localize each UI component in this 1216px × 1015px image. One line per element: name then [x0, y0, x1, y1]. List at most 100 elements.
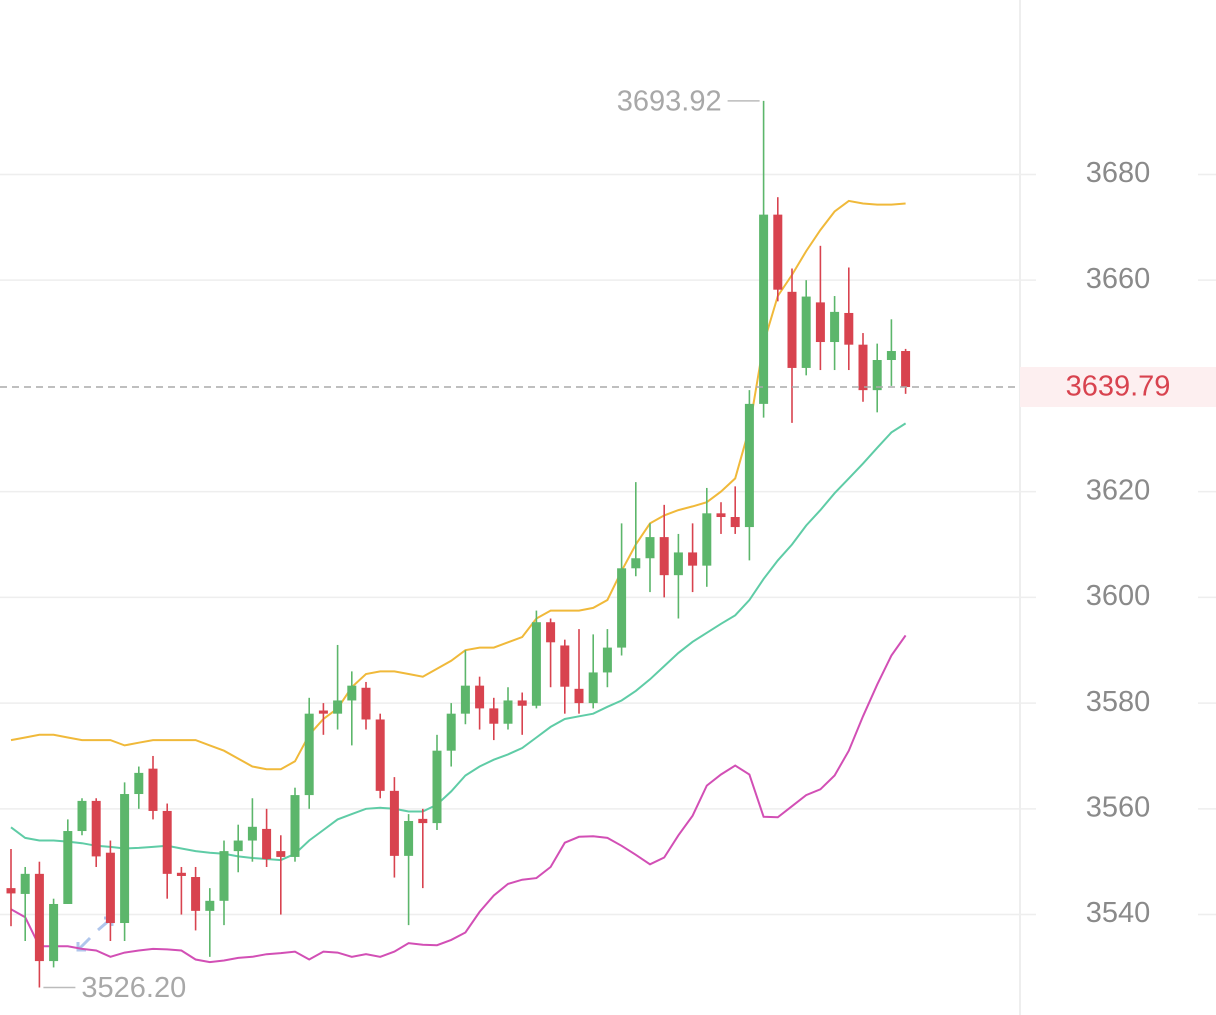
candle	[801, 280, 811, 376]
candle-body	[773, 214, 783, 290]
candle	[744, 390, 754, 561]
candle	[773, 197, 783, 302]
candle	[730, 486, 740, 534]
candle	[290, 787, 300, 862]
candle	[475, 676, 485, 730]
candle-body	[872, 360, 882, 391]
candle-body	[34, 873, 44, 962]
candle-body	[617, 568, 627, 648]
candle	[6, 849, 16, 927]
candle	[233, 824, 243, 873]
candle-body	[404, 820, 414, 856]
candle-body	[460, 685, 470, 714]
candle	[588, 634, 598, 709]
candle-body	[574, 688, 584, 704]
candle	[262, 808, 272, 867]
candle-body	[6, 888, 16, 894]
y-tick-label: 3600	[1086, 580, 1151, 612]
candle-body	[645, 537, 655, 559]
candle	[20, 866, 30, 941]
candle	[404, 814, 414, 926]
candle-body	[333, 700, 343, 714]
candle	[247, 798, 257, 862]
candle-body	[262, 828, 272, 860]
candle-body	[673, 552, 683, 576]
candle-body	[787, 291, 797, 368]
candle-body	[546, 622, 556, 643]
candle-body	[347, 685, 357, 701]
candle	[418, 808, 428, 889]
candle-body	[361, 687, 371, 720]
candle	[375, 713, 385, 799]
candle	[688, 523, 698, 593]
candle	[333, 644, 343, 730]
candle	[347, 671, 357, 746]
candle	[858, 333, 868, 402]
candle-body	[77, 800, 87, 832]
candle-body	[318, 710, 328, 714]
candle-body	[105, 852, 115, 924]
candle	[787, 268, 797, 423]
candle	[148, 755, 158, 820]
candle	[134, 766, 144, 809]
candle	[503, 687, 513, 730]
candle	[574, 629, 584, 714]
candle-body	[120, 794, 130, 924]
y-tick-label: 3680	[1086, 157, 1151, 189]
candle-body	[631, 558, 641, 569]
candle-body	[148, 768, 158, 811]
candle-body	[247, 826, 257, 841]
y-tick-label: 3540	[1086, 897, 1151, 929]
candle-body	[233, 840, 243, 852]
candle	[219, 840, 229, 926]
candle-body	[815, 302, 825, 343]
candle	[446, 703, 456, 767]
candle	[659, 504, 669, 598]
candle	[120, 782, 130, 941]
candle-body	[503, 700, 513, 724]
y-tick-label: 3620	[1086, 474, 1151, 506]
candle	[815, 245, 825, 371]
candle-body	[49, 903, 59, 962]
candle-body	[901, 351, 911, 388]
candle-body	[375, 719, 385, 791]
band-line	[10, 199, 906, 771]
candle-body	[276, 851, 286, 857]
candle-body	[844, 312, 854, 345]
candle-body	[290, 795, 300, 857]
candle	[830, 296, 840, 371]
candle-body	[886, 351, 896, 361]
candle-body	[801, 296, 811, 368]
candle-body	[716, 513, 726, 518]
candle	[560, 639, 570, 714]
candle-body	[91, 800, 101, 857]
candle	[872, 343, 882, 413]
annotation-label: 3526.20	[81, 972, 186, 1004]
candle-body	[205, 900, 215, 911]
candle	[546, 618, 556, 688]
last-price-box	[1020, 367, 1216, 408]
candle-body	[489, 708, 499, 724]
candle	[105, 840, 115, 941]
candle-body	[730, 517, 740, 528]
candle	[702, 487, 712, 587]
candle	[759, 100, 769, 418]
candle-body	[659, 537, 669, 576]
candle	[304, 697, 314, 809]
candle	[176, 866, 186, 915]
candle-body	[531, 622, 541, 706]
annotation-label: 3693.92	[617, 86, 722, 118]
candle-body	[389, 790, 399, 856]
candle-body	[20, 873, 30, 894]
candle-body	[219, 851, 229, 901]
candle-body	[744, 403, 754, 528]
candle-body	[162, 810, 172, 874]
candle-body	[560, 645, 570, 687]
band-line	[10, 422, 907, 862]
last-price-label: 3639.79	[1066, 371, 1171, 403]
candle	[673, 533, 683, 619]
candle	[716, 502, 726, 534]
candle-body	[191, 877, 201, 911]
